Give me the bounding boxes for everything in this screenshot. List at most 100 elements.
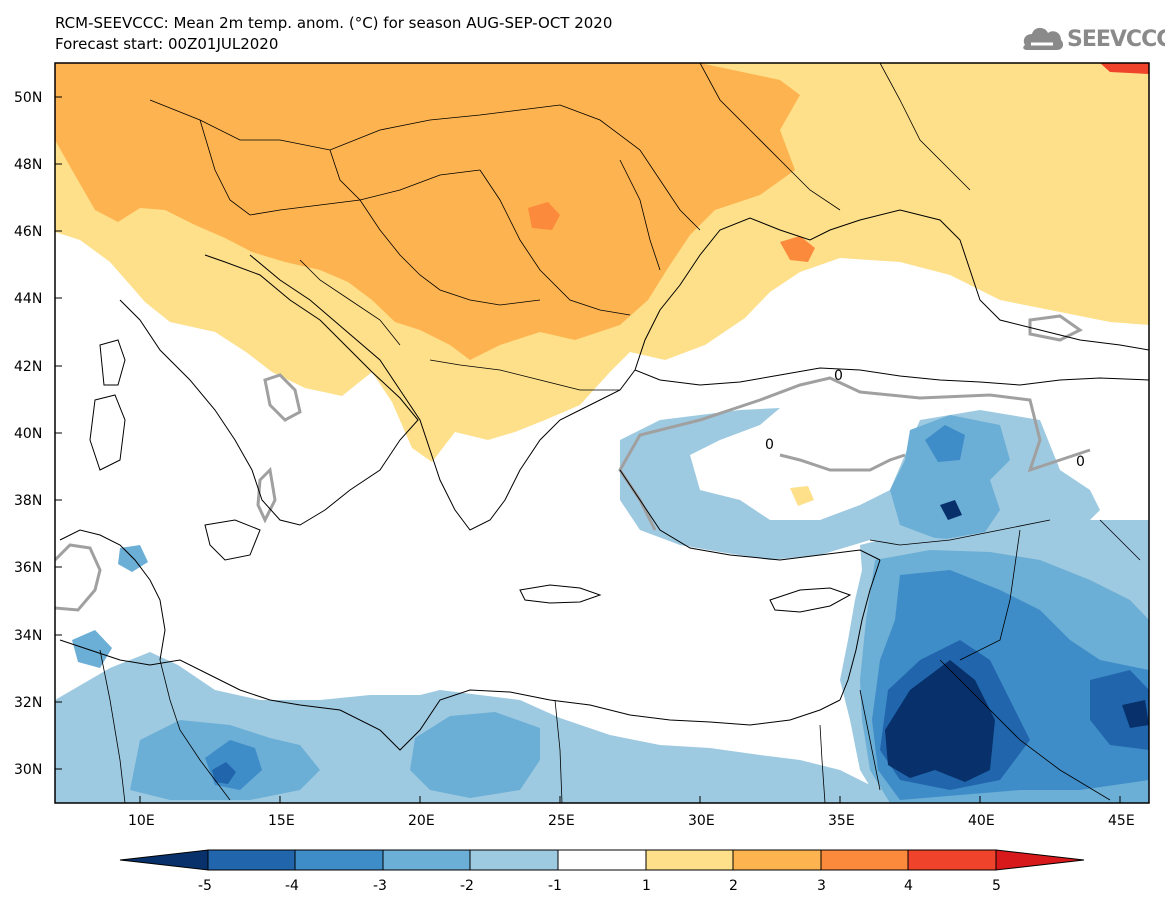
cool-anomaly-below-5-small [1122, 700, 1149, 728]
coast-black-sea-south [634, 367, 1149, 386]
colorbar-tick-label: -3 [373, 878, 387, 894]
coast-black-sea [634, 209, 1149, 371]
colorbar-swatch [207, 849, 296, 871]
warm-anomaly-4-5-region [1100, 63, 1149, 74]
lat-tick-label: 34N [14, 628, 42, 644]
border-9 [299, 259, 401, 346]
cool-anomaly-4-5-africa [212, 762, 236, 784]
colorbar-tick-label: 3 [817, 878, 826, 894]
coast-corsica [99, 339, 126, 386]
border-11 [869, 519, 1051, 546]
longitude-axis: 10E 15E 20E 25E 30E 35E 40E 45E [128, 796, 1135, 829]
colorbar-swatch [995, 849, 1085, 871]
coast-balkans [249, 254, 636, 531]
map-panel: 0 0 0 [55, 63, 1149, 803]
lat-tick-label: 32N [14, 695, 42, 711]
lat-tick-label: 30N [14, 762, 42, 778]
colorbar-tick-label: -4 [285, 878, 299, 894]
lat-tick-label: 44N [14, 291, 42, 307]
coast-cyprus [769, 587, 852, 613]
colorbar-tick-label: 5 [992, 878, 1001, 894]
logo-text: SEEVCCC [1067, 27, 1165, 52]
zero-contour-inner [779, 453, 906, 472]
lon-tick-label: 10E [128, 813, 155, 829]
border-17 [159, 659, 231, 801]
lon-tick-label: 15E [268, 813, 295, 829]
coast-sardinia [89, 394, 126, 471]
border-5 [559, 104, 701, 231]
border-12 [959, 529, 1021, 661]
country-borders [99, 63, 1141, 803]
cool-anomaly-4-5-east-right [1090, 670, 1149, 750]
colorbar-swatch [469, 849, 559, 871]
border-8 [879, 63, 971, 191]
warm-anomaly-small-patch [790, 486, 814, 506]
cool-anomaly-2-3-libya [410, 712, 540, 798]
colorbar-tick-label: 1 [642, 878, 651, 894]
border-18 [99, 649, 126, 803]
border-2 [199, 119, 481, 216]
border-7 [699, 63, 841, 211]
forecast-start-label: Forecast start: 00Z01JUL2020 [55, 35, 279, 53]
lon-tick-label: 45E [1108, 813, 1135, 829]
coast-sicily [204, 519, 261, 561]
border-16 [819, 724, 826, 803]
colorbar-swatch [557, 849, 647, 871]
border-4 [479, 169, 631, 316]
cool-anomaly-2-3-anatolia [890, 415, 1010, 540]
colorbar-tick-label: -5 [198, 878, 212, 894]
cloud-icon [1023, 27, 1064, 50]
cool-anomaly-3-4-anatolia [925, 425, 965, 462]
coast-anatolia-south [619, 469, 881, 561]
lat-tick-label: 38N [14, 493, 42, 509]
lon-tick-label: 25E [548, 813, 575, 829]
coast-crete [519, 584, 602, 604]
zero-contour-south-italy [256, 466, 277, 524]
border-15 [554, 699, 563, 803]
coast-levant [839, 559, 881, 701]
coast-north-africa [59, 639, 841, 751]
lat-tick-label: 46N [14, 224, 42, 240]
cool-anomaly-below-5-anatolia [940, 500, 962, 520]
coast-tunisia [59, 529, 166, 661]
border-13 [939, 659, 1111, 801]
contour-label: 0 [1076, 454, 1085, 470]
colorbar-tick-label: -1 [548, 878, 562, 894]
contour-label: 0 [834, 368, 843, 384]
lon-tick-label: 20E [408, 813, 435, 829]
colorbar-tick-label: 4 [904, 878, 913, 894]
lat-tick-label: 36N [14, 560, 42, 576]
border-3 [329, 149, 541, 306]
colorbar-swatch [294, 849, 384, 871]
coastlines [59, 209, 1149, 751]
lat-tick-label: 42N [14, 359, 42, 375]
warm-anomaly-2-3-region [55, 63, 800, 360]
colorbar [119, 849, 1085, 871]
zero-contour-italy [263, 373, 302, 422]
border-14 [859, 689, 881, 791]
border-19 [1099, 519, 1141, 561]
warm-anomaly-3-4-region [528, 202, 560, 230]
latitude-axis: 50N 48N 46N 44N 42N 40N 38N 36N 34N 32N … [14, 90, 62, 778]
contour-label: 0 [765, 437, 774, 453]
lon-tick-label: 40E [968, 813, 995, 829]
map-title: RCM-SEEVCCC: Mean 2m temp. anom. (°C) fo… [55, 14, 613, 32]
lat-tick-label: 50N [14, 90, 42, 106]
warm-anomaly-3-4-region-crimea [780, 236, 815, 262]
colorbar-swatch [820, 849, 909, 871]
colorbar-swatch [645, 849, 734, 871]
colorbar-tick-label: 2 [729, 878, 738, 894]
colorbar-swatch [382, 849, 471, 871]
border-10 [429, 359, 620, 391]
colorbar-swatch [907, 849, 997, 871]
colorbar-swatch [119, 849, 209, 871]
zero-contour-tunisia [55, 543, 102, 612]
colorbar-labels: -5 -4 -3 -2 -1 1 2 3 4 5 [198, 878, 1001, 894]
lon-tick-label: 30E [688, 813, 715, 829]
seevccc-logo: SEEVCCC [1019, 22, 1165, 56]
colorbar-swatch [732, 849, 822, 871]
border-6 [619, 159, 661, 271]
lat-tick-label: 48N [14, 157, 42, 173]
cool-anomaly-below-5-east [885, 660, 995, 782]
